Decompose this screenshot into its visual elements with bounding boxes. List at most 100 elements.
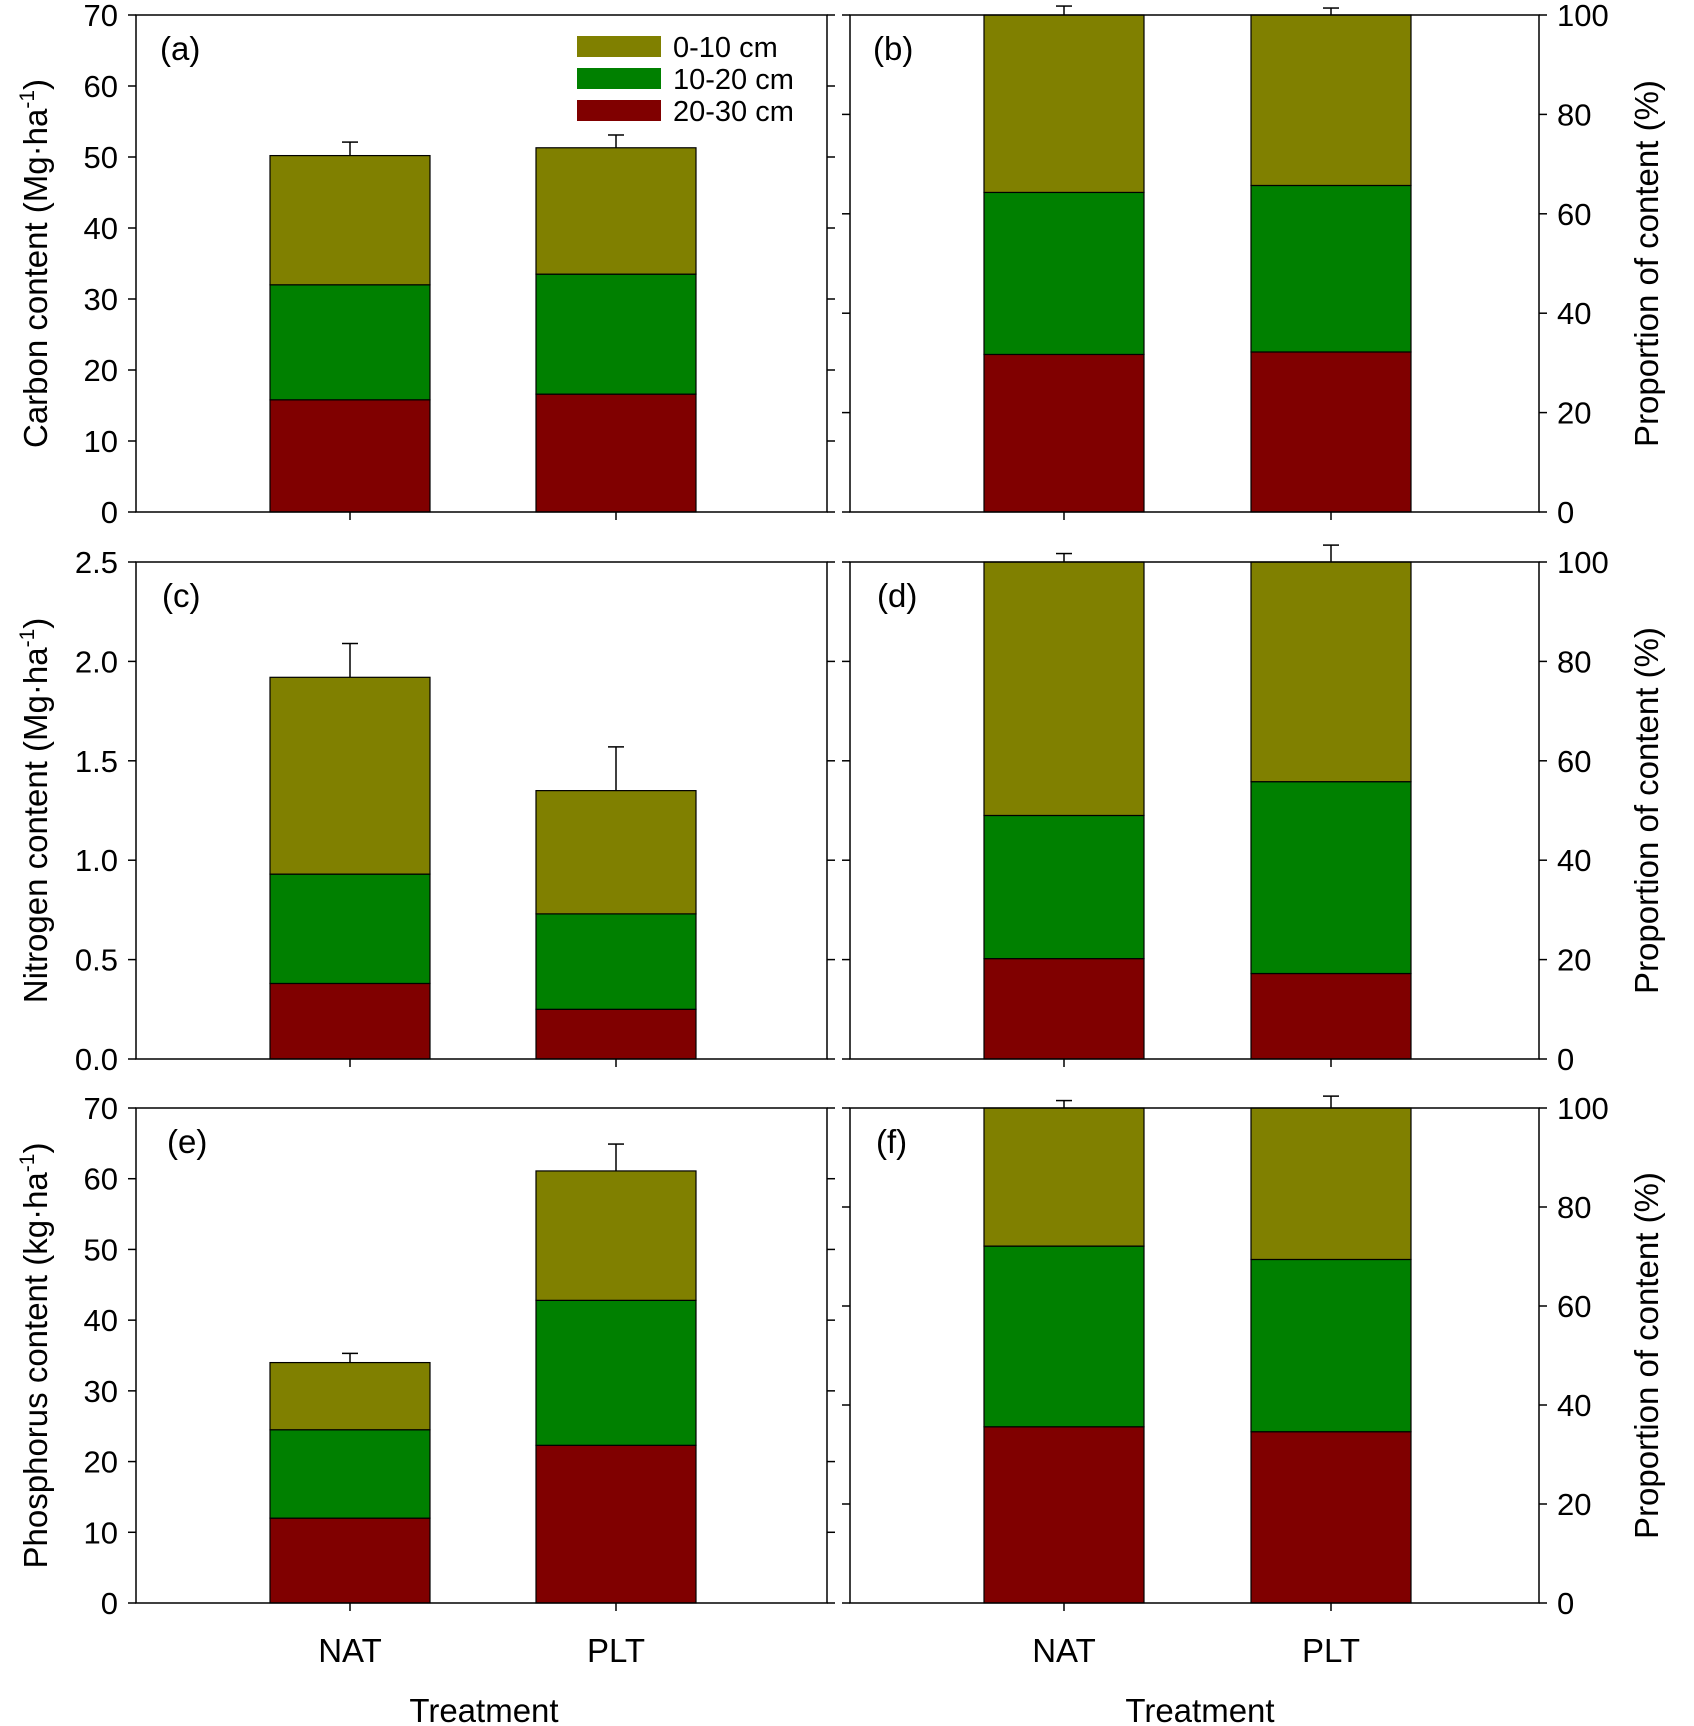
bar-nat-20-30cm <box>269 982 431 1060</box>
ytick-label: 100 <box>1557 1091 1609 1126</box>
ytick-label: 40 <box>84 211 118 246</box>
bar-plt-10-20cm <box>1250 184 1412 353</box>
plot-frame <box>849 561 1540 1060</box>
plot-frame <box>135 14 828 513</box>
ytick-label: 60 <box>1557 197 1591 232</box>
bar-plt-0-10cm <box>535 147 697 275</box>
bar-nat-0-10cm <box>269 676 431 875</box>
ytick-label: 10 <box>84 424 118 459</box>
plot-frame <box>849 14 1540 513</box>
ytick-label: 2.0 <box>75 644 118 679</box>
ytick-label: 1.0 <box>75 843 118 878</box>
y-axis-title: Nitrogen content (Mg·ha-1) <box>16 618 54 1004</box>
ytick-label: 0 <box>101 495 118 530</box>
ytick-label: 30 <box>84 1374 118 1409</box>
ytick-label: 80 <box>1557 1190 1591 1225</box>
bar-plt-0-10cm <box>535 790 697 915</box>
bar-nat-20-30cm <box>983 958 1145 1060</box>
y-axis-title: Carbon content (Mg·ha-1) <box>16 79 54 448</box>
ytick-label: 20 <box>1557 1487 1591 1522</box>
panel-b: 0 20 40 60 80 100 (b) Proportion of content (%) <box>842 0 1665 530</box>
bar-plt-20-30cm <box>1250 1431 1412 1604</box>
bar-plt-20-30cm <box>1250 972 1412 1060</box>
legend-swatch-10-20cm <box>577 68 661 89</box>
bar-nat-0-10cm <box>983 14 1145 194</box>
y-axis-title-superscript: -1 <box>16 1154 39 1173</box>
ytick-label: 50 <box>84 140 118 175</box>
ytick-label: 0.5 <box>75 943 118 978</box>
panel-label: (c) <box>162 577 200 614</box>
ytick-label: 20 <box>84 353 118 388</box>
ytick-label: 70 <box>84 1091 118 1126</box>
legend-label: 10-20 cm <box>673 64 794 96</box>
panel-f: 0 20 40 60 80 100 (f) Proportion of content (%) <box>842 1091 1665 1621</box>
bar-plt-20-30cm <box>1250 351 1412 513</box>
bar-nat-0-10cm <box>983 1107 1145 1247</box>
ytick-label: 20 <box>1557 943 1591 978</box>
panel-label: (a) <box>160 30 200 67</box>
ytick-label: 20 <box>1557 396 1591 431</box>
bar-nat-10-20cm <box>269 284 431 401</box>
ytick-label: 80 <box>1557 97 1591 132</box>
ytick-label: 40 <box>84 1303 118 1338</box>
bar-plt-20-30cm <box>535 1008 697 1060</box>
bar-plt-0-10cm <box>535 1170 697 1301</box>
ytick-label: 80 <box>1557 644 1591 679</box>
panel-c: 0.0 0.5 1.0 1.5 2.0 2.5 (c) Nitrogen content (M… <box>16 545 835 1077</box>
bar-nat-10-20cm <box>983 191 1145 356</box>
plot-frame <box>849 1107 1540 1604</box>
ytick-label: 60 <box>84 1162 118 1197</box>
bar-nat-10-20cm <box>983 814 1145 960</box>
category-label-nat: NAT <box>318 1632 382 1669</box>
y-axis-title: Proportion of content (%) <box>1628 627 1665 994</box>
x-axis-title-left: Treatment <box>409 1692 558 1726</box>
ytick-label: 10 <box>84 1515 118 1550</box>
bar-nat-10-20cm <box>269 873 431 985</box>
bar-nat-0-10cm <box>269 154 431 286</box>
y-axis-title-main: Phosphorus content (kg·ha <box>17 1172 54 1569</box>
ytick-label: 60 <box>1557 744 1591 779</box>
bar-plt-10-20cm <box>1250 1258 1412 1433</box>
bar-plt-0-10cm <box>1250 1107 1412 1261</box>
x-axis-title-right: Treatment <box>1125 1692 1274 1726</box>
category-label-plt: PLT <box>1302 1632 1360 1669</box>
y-axis-title: Proportion of content (%) <box>1628 80 1665 447</box>
ytick-label: 60 <box>1557 1289 1591 1324</box>
panel-d: 0 20 40 60 80 100 (d) Proportion of content (%) <box>842 544 1665 1077</box>
bar-plt-20-30cm <box>535 393 697 513</box>
ytick-label: 0.0 <box>75 1042 118 1077</box>
category-label-nat: NAT <box>1032 1632 1096 1669</box>
legend-label: 0-10 cm <box>673 32 778 64</box>
panel-e: 0 10 20 30 40 50 60 70 (e) Phosphorus content (kg… <box>16 1091 835 1621</box>
ytick-label: 1.5 <box>75 744 118 779</box>
bar-plt-10-20cm <box>535 273 697 395</box>
ytick-label: 30 <box>84 282 118 317</box>
bar-nat-10-20cm <box>983 1245 1145 1428</box>
bar-nat-20-30cm <box>269 399 431 513</box>
ytick-label: 0 <box>1557 1586 1574 1621</box>
ytick-label: 50 <box>84 1232 118 1267</box>
bar-nat-10-20cm <box>269 1429 431 1519</box>
ytick-label: 40 <box>1557 296 1591 331</box>
panel-a: 0 10 20 30 40 50 60 70 (a) Carbon content (Mg·ha-… <box>16 0 835 530</box>
ytick-label: 70 <box>84 0 118 33</box>
y-axis-title: Phosphorus content (kg·ha-1) <box>16 1143 54 1569</box>
panel-label: (b) <box>873 30 913 67</box>
bar-nat-20-30cm <box>983 1426 1145 1604</box>
bar-plt-20-30cm <box>535 1444 697 1604</box>
bar-nat-20-30cm <box>269 1517 431 1604</box>
bar-nat-0-10cm <box>983 561 1145 817</box>
ytick-label: 2.5 <box>75 545 118 580</box>
ytick-label: 0 <box>1557 1042 1574 1077</box>
bar-plt-10-20cm <box>535 913 697 1010</box>
y-axis-title-superscript: -1 <box>16 629 39 648</box>
y-axis-title-superscript: -1 <box>16 90 39 109</box>
bar-nat-0-10cm <box>269 1361 431 1431</box>
category-label-plt: PLT <box>587 1632 645 1669</box>
bar-plt-0-10cm <box>1250 14 1412 187</box>
ytick-label: 40 <box>1557 1388 1591 1423</box>
ytick-label: 20 <box>84 1445 118 1480</box>
y-axis-title: Proportion of content (%) <box>1628 1172 1665 1539</box>
